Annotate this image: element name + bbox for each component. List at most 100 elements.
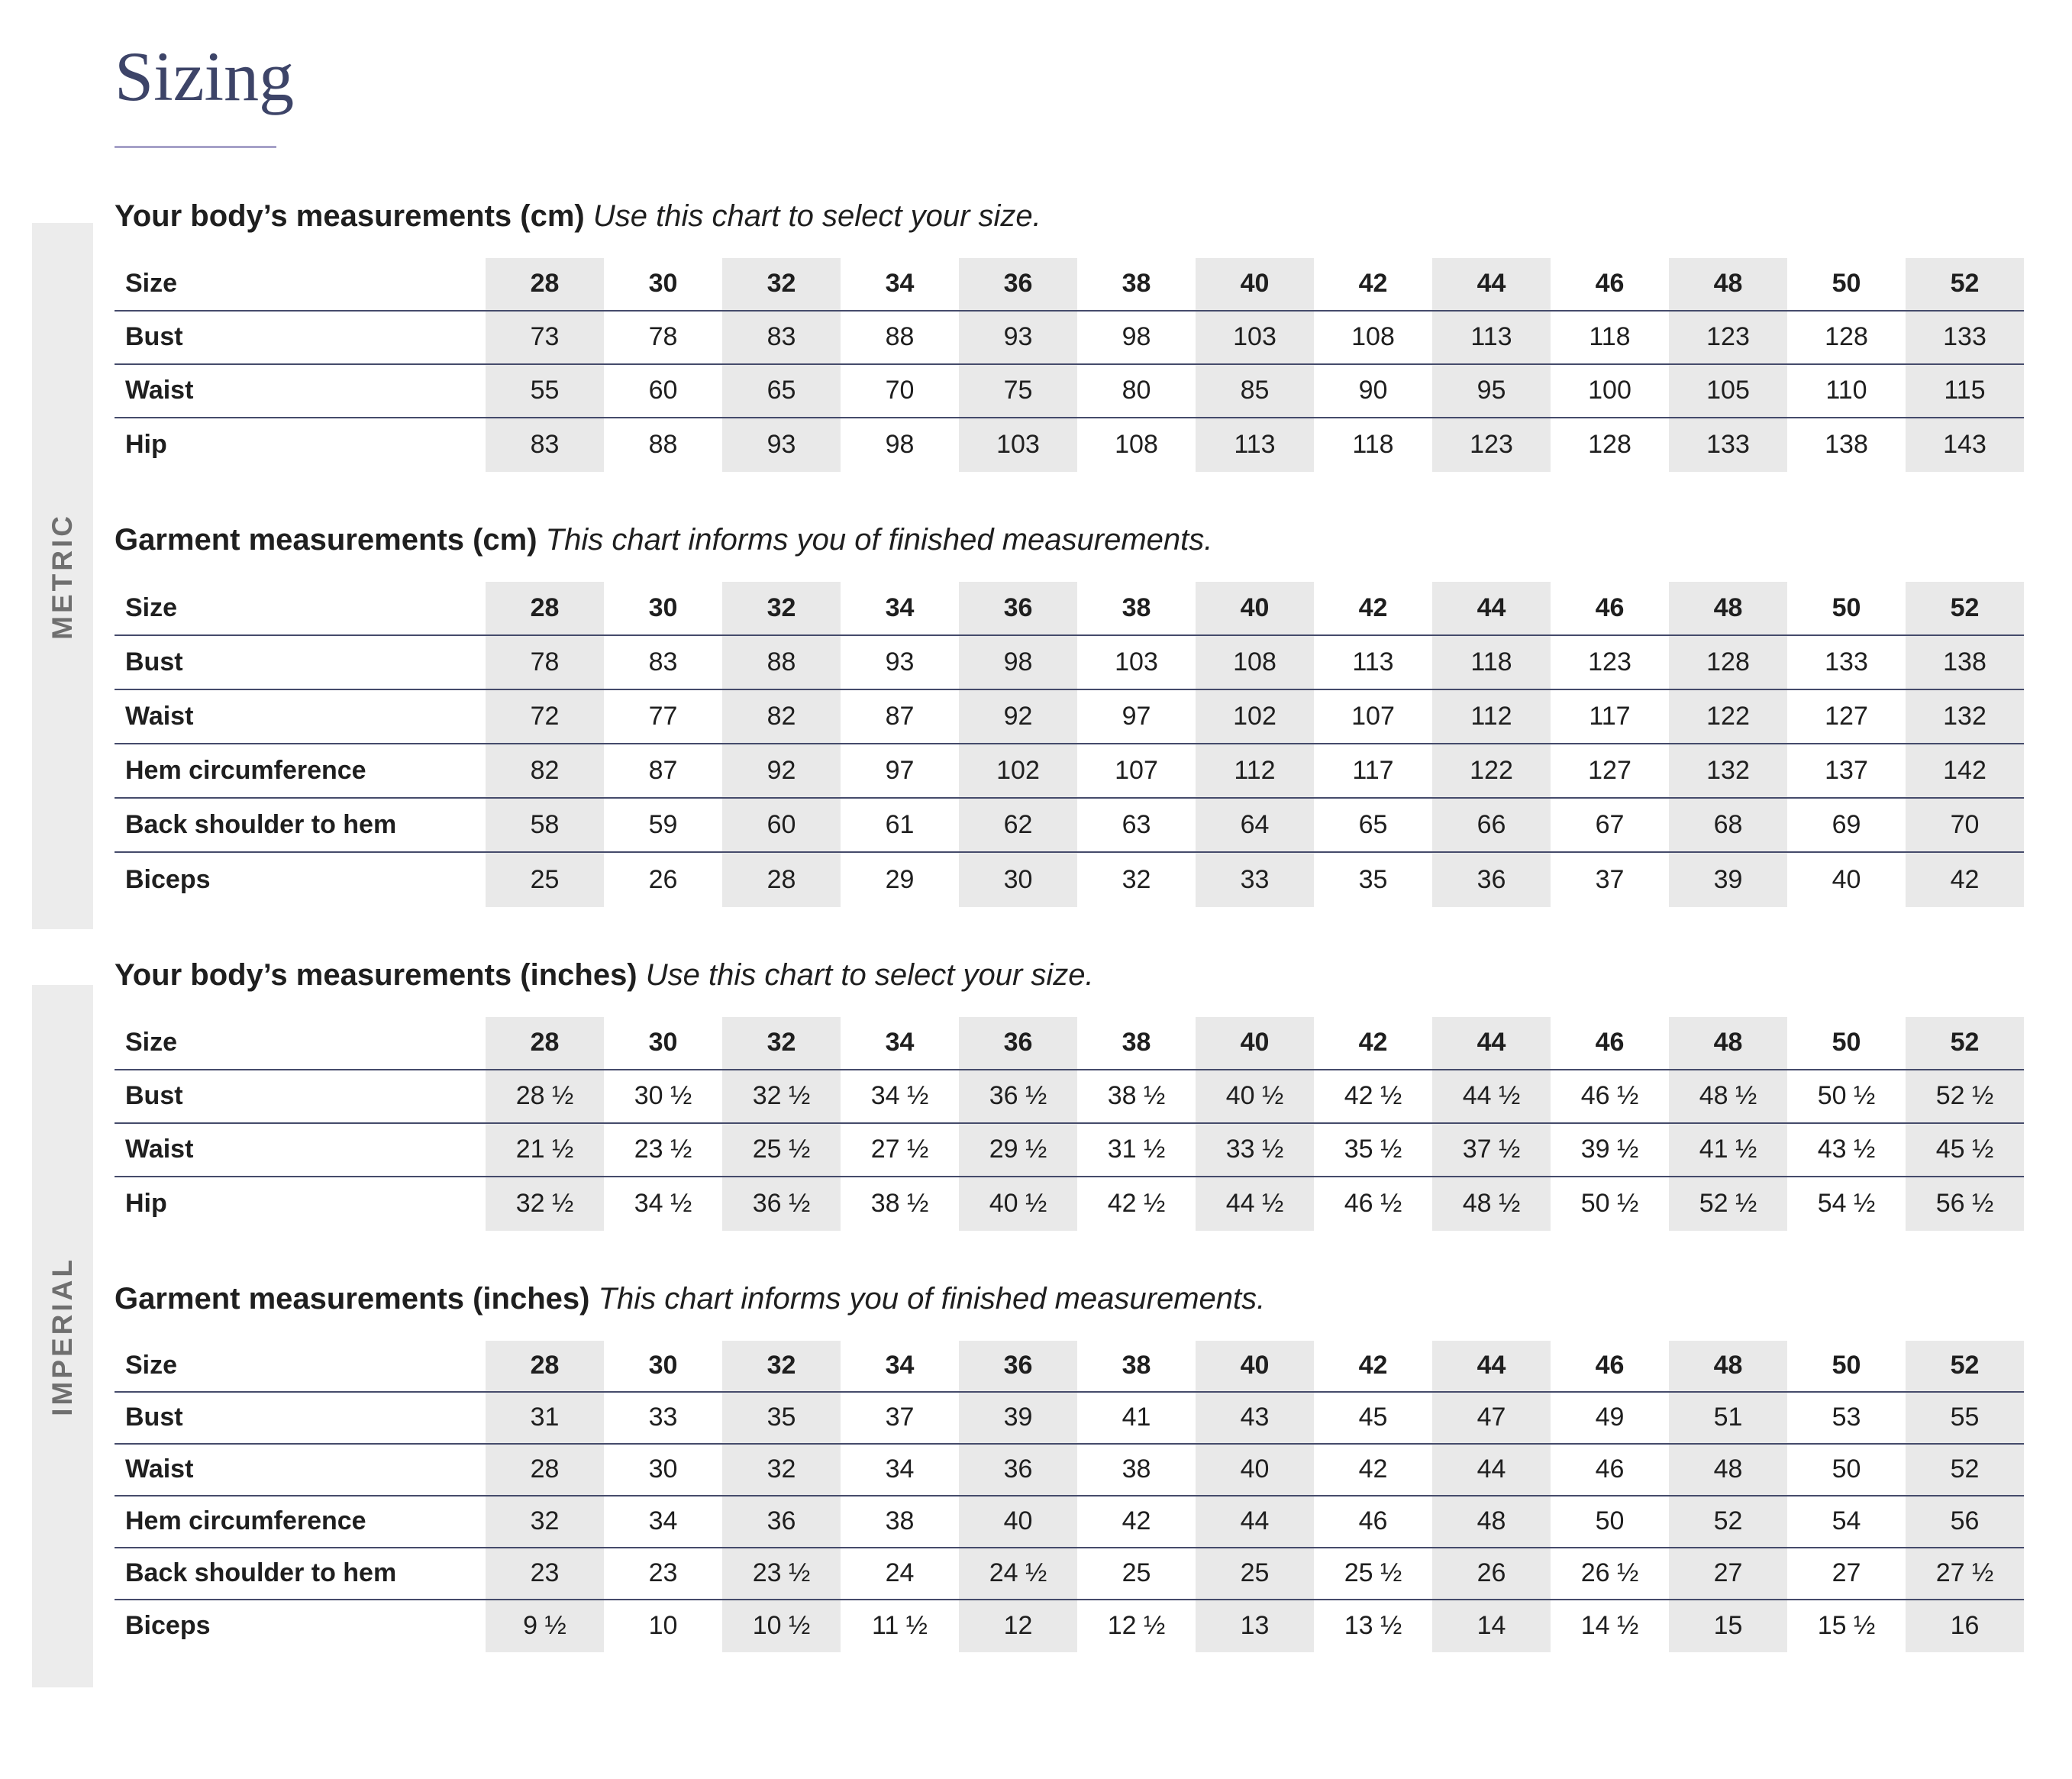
measurement-value: 90 — [1314, 365, 1432, 418]
measurement-value: 46 — [1551, 1445, 1669, 1496]
row-label: Bust — [115, 636, 486, 690]
measurement-value: 108 — [1314, 312, 1432, 365]
measurement-value: 25 — [486, 852, 604, 907]
section-3: Garment measurements (inches) This chart… — [115, 1281, 2024, 1652]
title-underline-rule — [115, 145, 276, 148]
measurement-value: 63 — [1077, 799, 1196, 853]
size-column-header: 38 — [1077, 258, 1196, 312]
measurement-value: 27 ½ — [841, 1124, 959, 1177]
measurement-value: 44 ½ — [1196, 1177, 1314, 1231]
measurement-value: 60 — [604, 365, 722, 418]
measurement-value: 32 — [486, 1496, 604, 1548]
size-column-header: 28 — [486, 1016, 604, 1070]
size-column-header: 50 — [1787, 258, 1906, 312]
measurement-value: 42 ½ — [1107, 1189, 1166, 1219]
measurement-value: 138 — [1825, 430, 1868, 460]
measurement-value: 34 ½ — [634, 1189, 692, 1219]
section-2: Your body’s measurements (inches) Use th… — [115, 957, 2024, 1231]
measurement-value: 27 — [1669, 1548, 1787, 1600]
row-label: Size — [115, 582, 486, 636]
imperial-rail: IMPERIAL — [32, 985, 93, 1687]
size-column-header: 34 — [841, 258, 959, 312]
row-label: Waist — [115, 1445, 486, 1496]
size-column-header: 44 — [1432, 581, 1551, 636]
measurement-value: 44 ½ — [1432, 1070, 1551, 1124]
measurement-value: 35 — [722, 1392, 841, 1445]
measurement-value: 40 ½ — [1196, 1070, 1314, 1124]
measurement-value: 123 — [1432, 418, 1551, 472]
measurement-value: 54 ½ — [1817, 1189, 1876, 1219]
measurement-value: 51 — [1669, 1392, 1787, 1445]
measurement-value: 132 — [1669, 744, 1787, 799]
size-column-header: 40 — [1196, 581, 1314, 636]
measurement-value: 15 — [1669, 1600, 1787, 1652]
size-table-3: Size 28 30 32 34 36 38 40 42 44 46 48 50 52 Bust 31 33 35… — [115, 1340, 2024, 1652]
measurement-value: 38 ½ — [870, 1189, 929, 1219]
size-column-header: 36 — [959, 257, 1077, 312]
measurement-value: 25 ½ — [722, 1123, 841, 1177]
measurement-value: 108 — [1115, 430, 1158, 460]
measurement-value: 78 — [486, 635, 604, 690]
measurement-value: 32 ½ — [486, 1177, 604, 1231]
measurement-value: 41 ½ — [1669, 1123, 1787, 1177]
measurement-value: 123 — [1551, 636, 1669, 690]
measurement-value: 11 ½ — [871, 1611, 928, 1641]
measurement-value: 50 — [1787, 1445, 1906, 1496]
measurement-value: 23 — [604, 1548, 722, 1600]
section-heading-italic: This chart informs you of finished measu… — [598, 1281, 1266, 1316]
measurement-value: 31 — [486, 1392, 604, 1445]
measurement-value: 102 — [959, 744, 1077, 799]
measurement-value: 132 — [1906, 689, 2024, 744]
row-label: Size — [115, 1341, 486, 1393]
measurement-value: 88 — [722, 635, 841, 690]
measurement-value: 33 — [1196, 852, 1314, 907]
measurement-value: 83 — [604, 636, 722, 690]
measurement-value: 122 — [1432, 744, 1551, 799]
size-column-header: 28 — [486, 581, 604, 636]
measurement-value: 32 — [1122, 864, 1151, 894]
section-1: Garment measurements (cm) This chart inf… — [115, 522, 2024, 907]
size-column-header: 48 — [1669, 257, 1787, 312]
measurement-value: 36 — [1432, 852, 1551, 907]
measurement-value: 46 ½ — [1344, 1189, 1402, 1219]
measurement-value: 37 — [1595, 864, 1625, 894]
size-column-header: 34 — [841, 1341, 959, 1393]
size-column-header: 30 — [604, 582, 722, 636]
measurement-value: 87 — [841, 690, 959, 744]
measurement-value: 107 — [1314, 690, 1432, 744]
measurement-value: 93 — [841, 636, 959, 690]
measurement-value: 97 — [1077, 690, 1196, 744]
measurement-value: 38 — [1077, 1445, 1196, 1496]
measurement-value: 56 — [1906, 1496, 2024, 1548]
measurement-value: 30 ½ — [604, 1070, 722, 1124]
measurement-value: 25 — [1196, 1548, 1314, 1600]
measurement-value: 64 — [1196, 798, 1314, 853]
measurement-value: 47 — [1432, 1392, 1551, 1445]
measurement-value: 26 — [1432, 1548, 1551, 1600]
measurement-value: 103 — [1077, 636, 1196, 690]
measurement-value: 46 — [1314, 1496, 1432, 1548]
row-label: Bust — [115, 1393, 486, 1445]
measurement-value: 42 ½ — [1314, 1070, 1432, 1124]
measurement-value: 128 — [1588, 430, 1631, 460]
size-column-header: 52 — [1906, 1016, 2024, 1070]
sections-container: Your body’s measurements (cm) Use this c… — [115, 199, 2024, 1652]
measurement-value: 58 — [486, 798, 604, 853]
measurement-value: 133 — [1787, 636, 1906, 690]
measurement-value: 48 — [1669, 1444, 1787, 1496]
measurement-value: 133 — [1906, 311, 2024, 365]
measurement-value: 40 — [1196, 1444, 1314, 1496]
row-label: Bust — [115, 1070, 486, 1124]
measurement-value: 93 — [959, 311, 1077, 365]
measurement-value: 44 — [1432, 1444, 1551, 1496]
measurement-value: 15 ½ — [1817, 1611, 1876, 1641]
size-column-header: 48 — [1669, 1016, 1787, 1070]
size-column-header: 28 — [486, 257, 604, 312]
section-heading-italic: Use this chart to select your size. — [645, 957, 1094, 992]
row-label: Back shoulder to hem — [115, 1548, 486, 1600]
measurement-value: 105 — [1669, 364, 1787, 418]
section-heading-bold: Garment measurements (inches) — [115, 1281, 590, 1316]
size-column-header: 52 — [1906, 257, 2024, 312]
measurement-value: 54 — [1787, 1496, 1906, 1548]
measurement-value: 128 — [1669, 635, 1787, 690]
